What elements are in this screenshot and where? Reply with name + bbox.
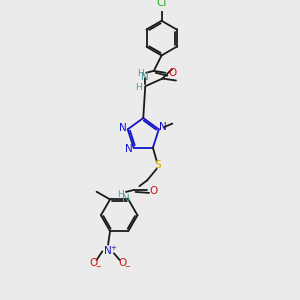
Text: N: N	[104, 246, 112, 256]
Text: H: H	[117, 190, 124, 199]
Text: O: O	[90, 258, 98, 268]
Text: Cl: Cl	[156, 0, 167, 8]
Text: +: +	[110, 245, 116, 251]
Text: O: O	[150, 186, 158, 196]
Text: N: N	[141, 72, 149, 82]
Text: −: −	[96, 264, 101, 270]
Text: N: N	[122, 194, 130, 204]
Text: N: N	[159, 122, 167, 132]
Text: N: N	[125, 144, 133, 154]
Text: H: H	[137, 69, 144, 78]
Text: O: O	[168, 68, 176, 78]
Text: O: O	[118, 258, 127, 268]
Text: N: N	[119, 123, 127, 134]
Text: S: S	[154, 160, 161, 170]
Text: H: H	[135, 83, 142, 92]
Text: −: −	[124, 264, 130, 270]
